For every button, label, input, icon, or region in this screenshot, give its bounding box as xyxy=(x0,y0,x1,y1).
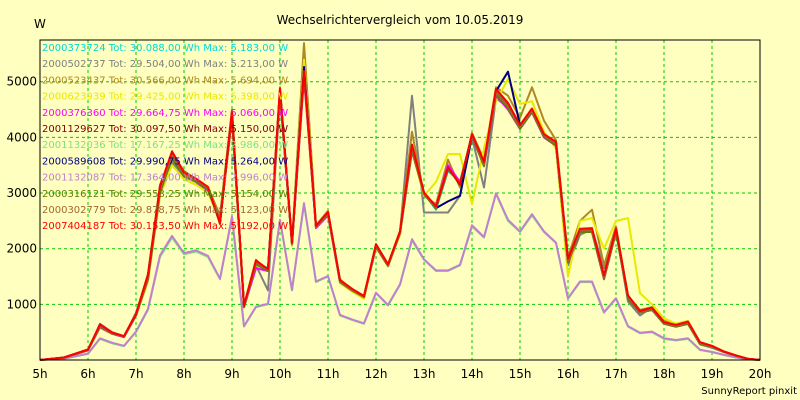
footer-credit: SunnyReport pinxit xyxy=(701,386,797,397)
legend-entry: 2000373724 Tot: 30.088,00 Wh Max: 5.183,… xyxy=(42,43,288,54)
legend: 2000373724 Tot: 30.088,00 Wh Max: 5.183,… xyxy=(42,43,288,232)
legend-entry: 2000376360 Tot: 29.664,75 Wh Max: 5.066,… xyxy=(42,108,288,119)
x-tick-label: 10h xyxy=(269,367,292,381)
x-tick-label: 16h xyxy=(557,367,580,381)
series-line xyxy=(39,70,761,361)
x-tick-label: 11h xyxy=(317,367,340,381)
x-tick-label: 18h xyxy=(653,367,676,381)
y-tick-label: 3000 xyxy=(6,186,37,200)
x-tick-label: 9h xyxy=(224,367,239,381)
x-tick-label: 19h xyxy=(701,367,724,381)
legend-entry: 2000316121 Tot: 29.558,25 Wh Max: 5.154,… xyxy=(42,189,288,200)
x-tick-label: 15h xyxy=(509,367,532,381)
y-axis-label: W xyxy=(34,17,46,31)
chart-title: Wechselrichtervergleich vom 10.05.2019 xyxy=(277,13,524,27)
x-tick-label: 20h xyxy=(749,367,772,381)
x-tick-label: 17h xyxy=(605,367,628,381)
series-line xyxy=(39,192,761,361)
series-lines xyxy=(39,42,761,361)
x-tick-label: 6h xyxy=(80,367,95,381)
legend-entry: 2000589608 Tot: 29.990,75 Wh Max: 5.264,… xyxy=(42,156,288,167)
y-tick-label: 5000 xyxy=(6,75,37,89)
y-tick-label: 4000 xyxy=(6,130,37,144)
legend-entry: 2000523437 Tot: 30.566,00 Wh Max: 5.694,… xyxy=(42,75,288,86)
x-tick-label: 5h xyxy=(32,367,47,381)
y-tick-labels: 1000 2000 3000 4000 5000 xyxy=(6,75,37,312)
legend-entry: 2000502737 Tot: 29.504,00 Wh Max: 5.213,… xyxy=(42,59,288,70)
legend-entry: 2000623939 Tot: 29.425,00 Wh Max: 5.398,… xyxy=(42,92,288,103)
x-tick-labels: 5h 6h 7h 8h 9h 10h 11h 12h 13h 14h 15h 16h 17h 18h 19h… xyxy=(32,367,771,381)
legend-entry: 2001132036 Tot: 17.167,25 Wh Max: 2.986,… xyxy=(42,140,288,151)
x-tick-label: 7h xyxy=(128,367,143,381)
plot-frame xyxy=(39,39,761,361)
x-tick-label: 14h xyxy=(461,367,484,381)
legend-entry: 2001129627 Tot: 30.097,50 Wh Max: 5.150,… xyxy=(42,124,288,135)
y-tick-label: 1000 xyxy=(6,297,37,311)
legend-entry: 2000302779 Tot: 29.878,75 Wh Max: 5.123,… xyxy=(42,205,288,216)
y-tick-label: 2000 xyxy=(6,242,37,256)
x-tick-label: 13h xyxy=(413,367,436,381)
legend-entry: 2007404187 Tot: 30.153,50 Wh Max: 5.192,… xyxy=(42,221,288,232)
x-tick-label: 8h xyxy=(176,367,191,381)
legend-entry: 2001132087 Tot: 17.364,00 Wh Max: 2.996,… xyxy=(42,173,288,184)
x-tick-label: 12h xyxy=(365,367,388,381)
